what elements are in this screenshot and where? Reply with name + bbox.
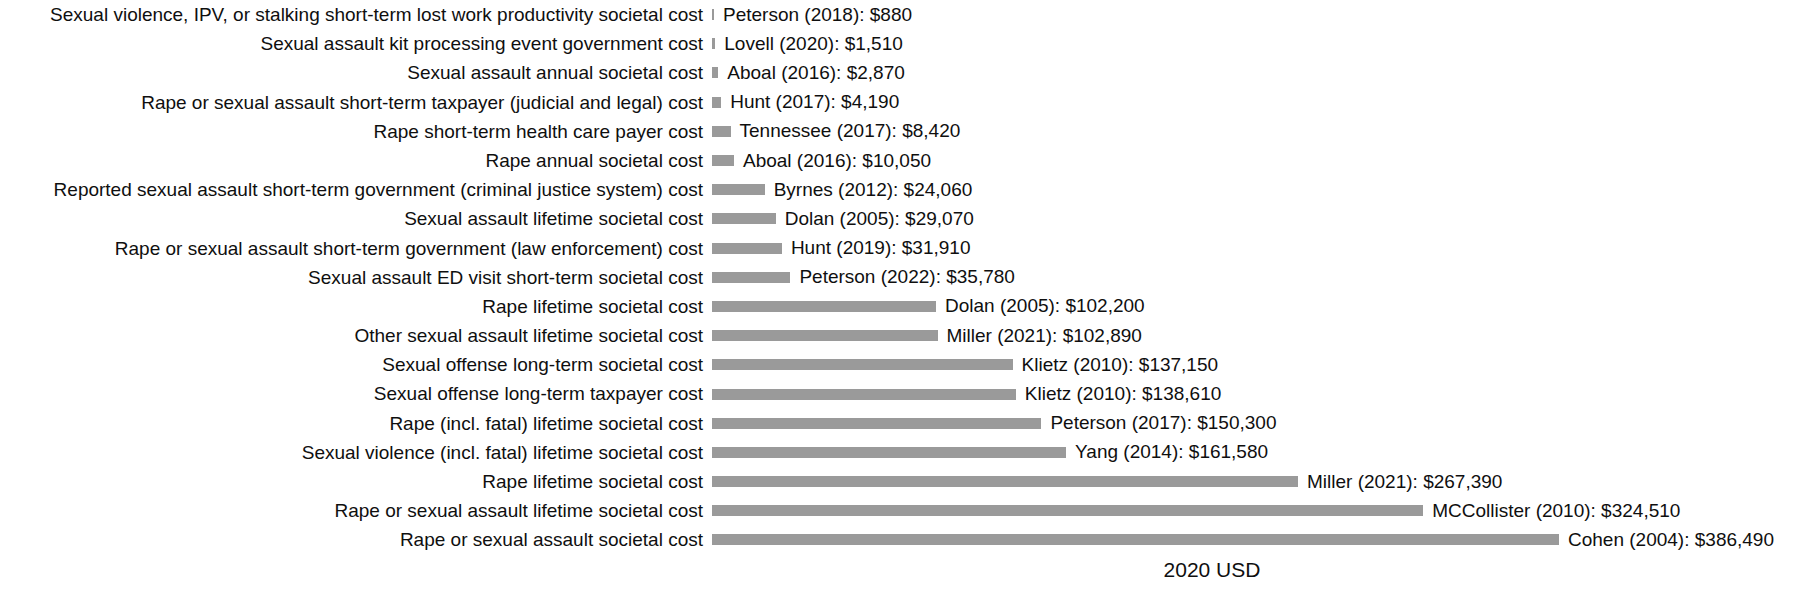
category-label: Rape (incl. fatal) lifetime societal cos…	[0, 409, 712, 438]
data-label: Peterson (2018): $880	[723, 4, 912, 26]
bar-area: Miller (2021): $102,890	[712, 325, 1800, 347]
category-label: Sexual offense long-term societal cost	[0, 350, 712, 379]
chart-row: Other sexual assault lifetime societal c…	[0, 321, 1800, 350]
bar-area: Klietz (2010): $138,610	[712, 383, 1800, 405]
chart-rows: Sexual violence, IPV, or stalking short-…	[0, 0, 1800, 555]
bar	[712, 155, 734, 166]
chart-row: Reported sexual assault short-term gover…	[0, 175, 1800, 204]
category-label: Sexual assault lifetime societal cost	[0, 204, 712, 233]
bar-area: Cohen (2004): $386,490	[712, 529, 1800, 551]
data-label: Aboal (2016): $10,050	[743, 150, 931, 172]
category-label: Reported sexual assault short-term gover…	[0, 175, 712, 204]
chart-row: Sexual assault lifetime societal cost Dol…	[0, 204, 1800, 233]
data-label: Miller (2021): $102,890	[947, 325, 1142, 347]
data-label: Lovell (2020): $1,510	[724, 33, 903, 55]
category-label: Sexual violence (incl. fatal) lifetime s…	[0, 438, 712, 467]
category-label: Rape or sexual assault short-term govern…	[0, 234, 712, 263]
data-label: Aboal (2016): $2,870	[727, 62, 904, 84]
category-label: Rape short-term health care payer cost	[0, 117, 712, 146]
bar-area: Hunt (2019): $31,910	[712, 237, 1800, 259]
data-label: Miller (2021): $267,390	[1307, 471, 1502, 493]
category-label: Rape or sexual assault societal cost	[0, 525, 712, 554]
bar-area: Miller (2021): $267,390	[712, 471, 1800, 493]
chart-row: Rape lifetime societal cost Miller (2021)…	[0, 467, 1800, 496]
chart-row: Rape (incl. fatal) lifetime societal cos…	[0, 409, 1800, 438]
chart-row: Sexual assault kit processing event gove…	[0, 29, 1800, 58]
bar-area: Tennessee (2017): $8,420	[712, 120, 1800, 142]
bar	[712, 272, 790, 283]
bar	[712, 9, 714, 20]
category-label: Other sexual assault lifetime societal c…	[0, 321, 712, 350]
bar	[712, 418, 1041, 429]
bar	[712, 359, 1013, 370]
data-label: Klietz (2010): $138,610	[1025, 383, 1221, 405]
chart-row: Sexual violence (incl. fatal) lifetime s…	[0, 438, 1800, 467]
category-label: Sexual violence, IPV, or stalking short-…	[0, 0, 712, 29]
bar	[712, 330, 938, 341]
bar-chart: Sexual violence, IPV, or stalking short-…	[0, 0, 1800, 594]
data-label: Hunt (2019): $31,910	[791, 237, 971, 259]
category-label: Rape or sexual assault short-term taxpay…	[0, 88, 712, 117]
bar	[712, 213, 776, 224]
chart-row: Rape or sexual assault short-term taxpay…	[0, 88, 1800, 117]
chart-row: Sexual assault ED visit short-term socie…	[0, 263, 1800, 292]
bar-area: MCCollister (2010): $324,510	[712, 500, 1800, 522]
bar-area: Byrnes (2012): $24,060	[712, 179, 1800, 201]
chart-row: Sexual offense long-term taxpayer cost Kl…	[0, 379, 1800, 408]
data-label: Dolan (2005): $29,070	[785, 208, 974, 230]
data-label: Hunt (2017): $4,190	[730, 91, 899, 113]
bar	[712, 38, 715, 49]
chart-row: Rape lifetime societal cost Dolan (2005):…	[0, 292, 1800, 321]
chart-row: Sexual violence, IPV, or stalking short-…	[0, 0, 1800, 29]
bar-area: Peterson (2017): $150,300	[712, 412, 1800, 434]
category-label: Rape or sexual assault lifetime societal…	[0, 496, 712, 525]
bar-area: Dolan (2005): $29,070	[712, 208, 1800, 230]
chart-row: Rape annual societal cost Aboal (2016): $…	[0, 146, 1800, 175]
chart-row: Rape or sexual assault lifetime societal…	[0, 496, 1800, 525]
bar-area: Peterson (2018): $880	[712, 4, 1800, 26]
chart-row: Rape or sexual assault societal cost Cohe…	[0, 525, 1800, 554]
bar	[712, 534, 1559, 545]
data-label: MCCollister (2010): $324,510	[1432, 500, 1680, 522]
data-label: Peterson (2017): $150,300	[1050, 412, 1276, 434]
bar-area: Yang (2014): $161,580	[712, 441, 1800, 463]
category-label: Sexual assault kit processing event gove…	[0, 29, 712, 58]
bar-area: Hunt (2017): $4,190	[712, 91, 1800, 113]
category-label: Sexual assault annual societal cost	[0, 58, 712, 87]
bar	[712, 97, 721, 108]
bar-area: Lovell (2020): $1,510	[712, 33, 1800, 55]
bar	[712, 126, 731, 137]
data-label: Klietz (2010): $137,150	[1022, 354, 1218, 376]
category-label: Rape lifetime societal cost	[0, 292, 712, 321]
bar-area: Peterson (2022): $35,780	[712, 266, 1800, 288]
bar	[712, 447, 1066, 458]
chart-row: Sexual assault annual societal cost Aboal…	[0, 58, 1800, 87]
data-label: Tennessee (2017): $8,420	[740, 120, 961, 142]
bar-area: Klietz (2010): $137,150	[712, 354, 1800, 376]
bar	[712, 476, 1298, 487]
category-label: Sexual assault ED visit short-term socie…	[0, 263, 712, 292]
data-label: Dolan (2005): $102,200	[945, 295, 1145, 317]
bar-area: Aboal (2016): $10,050	[712, 150, 1800, 172]
category-label: Rape lifetime societal cost	[0, 467, 712, 496]
bar	[712, 389, 1016, 400]
chart-row: Rape short-term health care payer cost Te…	[0, 117, 1800, 146]
chart-row: Sexual offense long-term societal cost Kl…	[0, 350, 1800, 379]
bar	[712, 184, 765, 195]
category-label: Sexual offense long-term taxpayer cost	[0, 379, 712, 408]
bar-area: Aboal (2016): $2,870	[712, 62, 1800, 84]
category-label: Rape annual societal cost	[0, 146, 712, 175]
data-label: Cohen (2004): $386,490	[1568, 529, 1774, 551]
data-label: Yang (2014): $161,580	[1075, 441, 1268, 463]
bar-area: Dolan (2005): $102,200	[712, 295, 1800, 317]
chart-row: Rape or sexual assault short-term govern…	[0, 234, 1800, 263]
bar	[712, 67, 718, 78]
bar	[712, 505, 1423, 516]
bar	[712, 243, 782, 254]
data-label: Byrnes (2012): $24,060	[774, 179, 973, 201]
x-axis-title: 2020 USD	[712, 558, 1712, 582]
bar	[712, 301, 936, 312]
data-label: Peterson (2022): $35,780	[799, 266, 1015, 288]
